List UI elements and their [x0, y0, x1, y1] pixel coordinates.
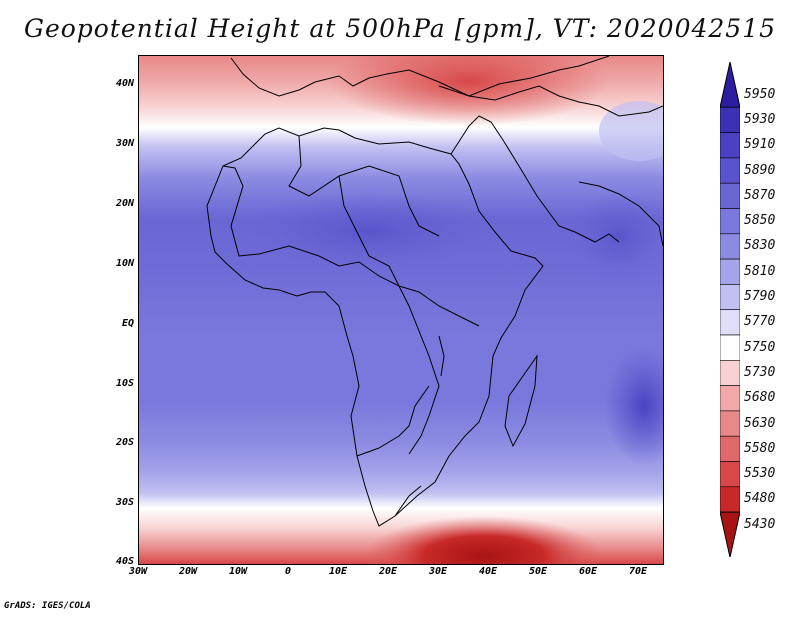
lat-label-40s: 40S: [115, 556, 134, 567]
lon-label-70e: 70E: [628, 566, 648, 577]
colorbar-box: [720, 309, 740, 336]
colorbar-level-label: 5930: [744, 111, 776, 127]
colorbar-level-label: 5870: [744, 187, 776, 203]
lon-label-20w: 20W: [178, 566, 198, 577]
colorbar-box: [720, 157, 740, 184]
colorbar-level-label: 5580: [744, 440, 776, 456]
lat-label-40n: 40N: [115, 78, 134, 89]
lon-label-10e: 10E: [328, 566, 348, 577]
colorbar-bottom-cap: [720, 511, 740, 557]
colorbar-box: [720, 410, 740, 437]
lon-label-60e: 60E: [578, 566, 598, 577]
map-title: Geopotential Height at 500hPa [gpm], VT:…: [23, 14, 777, 43]
colorbar-box: [720, 486, 740, 513]
geopotential-field: [139, 56, 663, 564]
colorbar-level-label: 5680: [744, 390, 776, 406]
lat-label-30s: 30S: [115, 497, 134, 508]
colorbar-box: [720, 132, 740, 159]
lat-label-20s: 20S: [115, 437, 134, 448]
colorbar-level-label: 5430: [744, 516, 776, 532]
colorbar-box: [720, 258, 740, 285]
lat-label-10s: 10S: [115, 378, 134, 389]
colorbar-level-label: 5750: [744, 339, 776, 355]
colorbar-box: [720, 435, 740, 462]
lat-label-30n: 30N: [115, 138, 134, 149]
lon-label-30e: 30E: [428, 566, 448, 577]
colorbar-box: [720, 385, 740, 412]
colorbar-box: [720, 106, 740, 133]
colorbar-level-label: 5910: [744, 137, 776, 153]
colorbar-box: [720, 182, 740, 209]
colorbar-box: [720, 359, 740, 386]
lon-label-30w: 30W: [128, 566, 148, 577]
lon-label-40e: 40E: [478, 566, 498, 577]
lat-label-20n: 20N: [115, 198, 134, 209]
colorbar-level-label: 5770: [744, 314, 776, 330]
colorbar-box: [720, 334, 740, 361]
colorbar-level-label: 5830: [744, 238, 776, 254]
colorbar-level-label: 5850: [744, 213, 776, 229]
lat-label-eq: EQ: [121, 318, 134, 329]
lon-label-0: 0: [284, 566, 292, 577]
colorbar-box: [720, 284, 740, 310]
colorbar-box: [720, 208, 740, 235]
grads-credit: GrADS: IGES/COLA: [4, 601, 91, 611]
lon-label-10w: 10W: [228, 566, 248, 577]
colorbar-box: [720, 233, 740, 260]
colorbar-level-label: 5810: [744, 263, 776, 279]
colorbar-level-label: 5480: [744, 491, 776, 507]
colorbar-level-label: 5730: [744, 364, 776, 380]
coastlines: [206, 56, 663, 527]
map-panel: [138, 55, 664, 565]
lon-label-50e: 50E: [528, 566, 548, 577]
colorbar-level-label: 5890: [744, 162, 776, 178]
colorbar-box: [720, 461, 740, 488]
colorbar-top-cap: [720, 62, 740, 108]
colorbar: [720, 62, 740, 557]
lon-label-20e: 20E: [378, 566, 398, 577]
colorbar-level-label: 5950: [744, 86, 776, 102]
colorbar-level-label: 5530: [744, 466, 776, 482]
colorbar-level-label: 5790: [744, 289, 776, 305]
lat-label-10n: 10N: [115, 258, 134, 269]
colorbar-level-label: 5630: [744, 415, 776, 431]
